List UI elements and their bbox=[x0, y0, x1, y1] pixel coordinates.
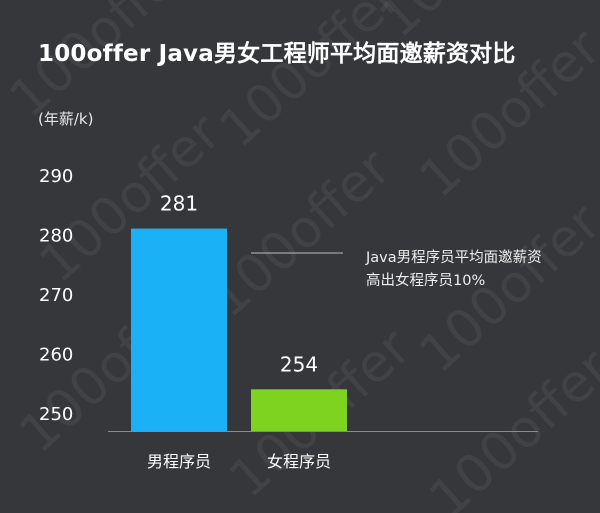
data-label: 254 bbox=[280, 352, 318, 376]
y-tick-label: 260 bbox=[39, 345, 73, 366]
bars bbox=[131, 228, 347, 431]
x-category-label: 男程序员 bbox=[147, 452, 211, 471]
y-axis-unit-label: (年薪/k) bbox=[38, 110, 94, 128]
y-axis-ticks: 250 260 270 280 290 bbox=[39, 166, 73, 425]
y-tick-label: 290 bbox=[39, 166, 73, 187]
bar-female bbox=[251, 389, 347, 431]
y-tick-label: 280 bbox=[39, 226, 73, 247]
annotation-text: Java男程序员平均面邀薪资高出女程序员10% bbox=[366, 250, 542, 289]
y-tick-label: 270 bbox=[39, 285, 73, 306]
chart-title: 100offer Java男女工程师平均面邀薪资对比 bbox=[38, 41, 516, 67]
y-tick-label: 250 bbox=[39, 404, 73, 425]
bar-male bbox=[131, 228, 227, 431]
x-axis-labels: 男程序员 女程序员 bbox=[147, 452, 331, 471]
x-category-label: 女程序员 bbox=[267, 452, 331, 471]
data-label: 281 bbox=[160, 192, 198, 216]
data-labels: 281 254 bbox=[160, 192, 318, 377]
